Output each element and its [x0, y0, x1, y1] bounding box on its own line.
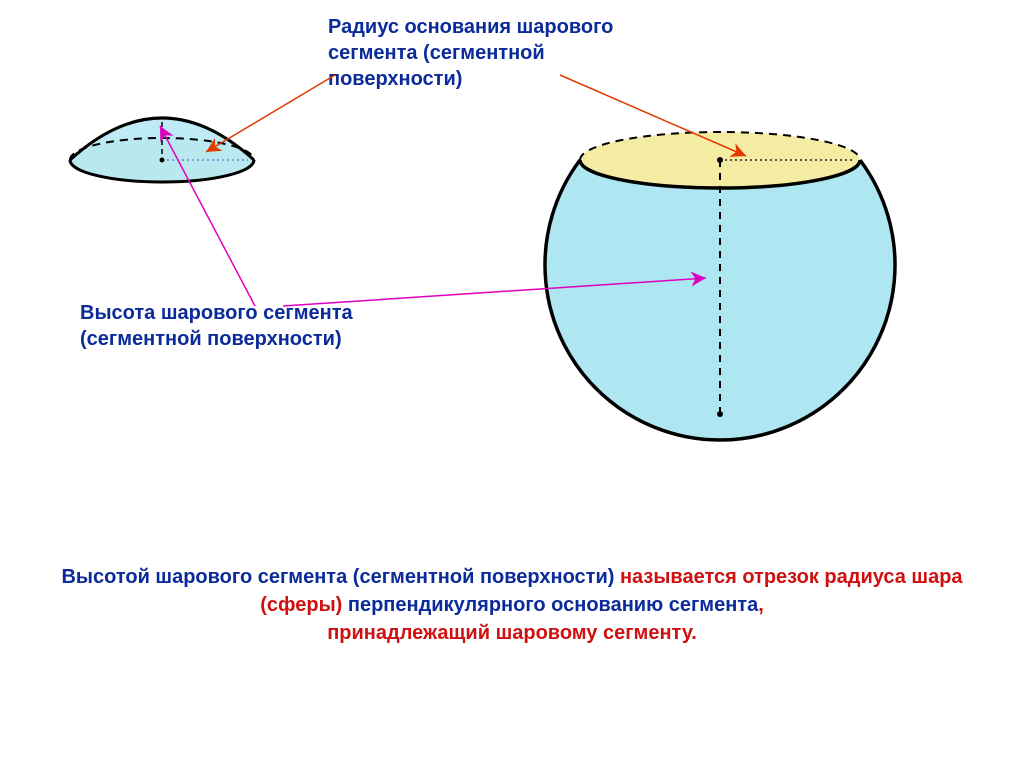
large-segment-diagram — [545, 132, 895, 440]
diagram-stage — [0, 0, 1024, 767]
small-cap-diagram — [70, 118, 254, 182]
